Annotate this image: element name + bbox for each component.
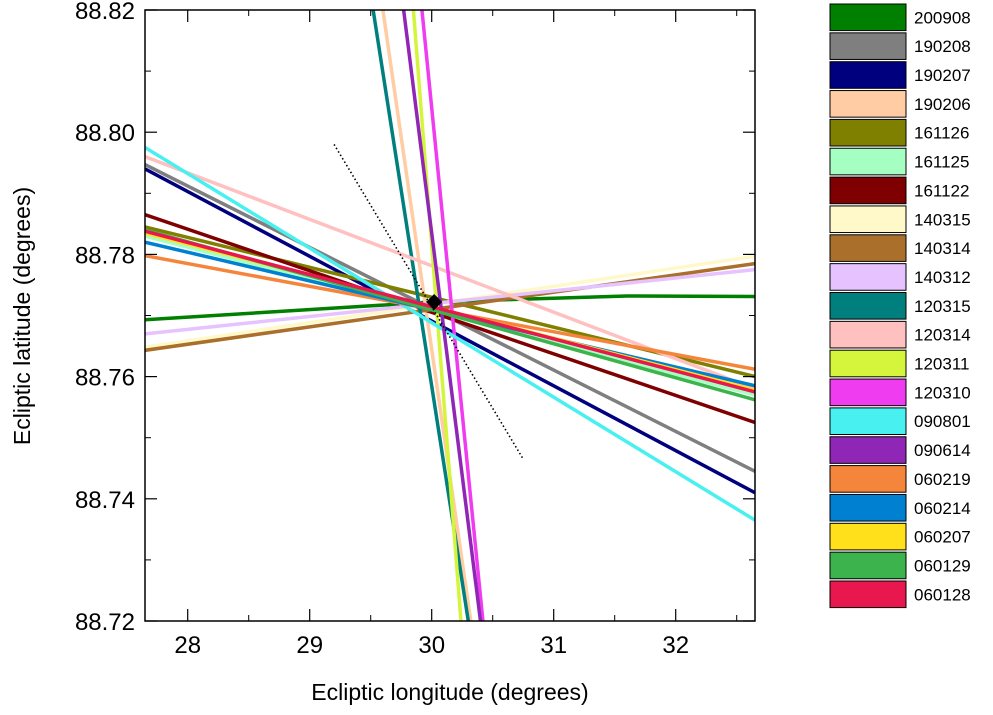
- legend-swatch-161126: [829, 118, 907, 147]
- legend-label-140315: 140315: [914, 210, 971, 229]
- legend-label-190207: 190207: [914, 66, 971, 85]
- legend-swatch-190207: [829, 61, 907, 89]
- legend-swatch-190206: [829, 90, 907, 118]
- legend-swatch-060219: [829, 465, 907, 493]
- legend-swatch-060214: [829, 493, 907, 522]
- legend-label-090614: 090614: [914, 441, 971, 460]
- legend-swatch-090614: [829, 436, 907, 464]
- series-line-060128: [145, 229, 755, 394]
- legend-swatch-140315: [829, 205, 907, 234]
- legend-label-161125: 161125: [914, 153, 969, 172]
- legend-label-090801: 090801: [914, 412, 971, 431]
- x-axis-title: Ecliptic longitude (degrees): [311, 679, 588, 705]
- y-tick-label: 88.80: [75, 120, 135, 147]
- legend-label-120314: 120314: [914, 326, 971, 345]
- diamond-marker: [426, 294, 443, 311]
- legend-label-161126: 161126: [914, 124, 969, 143]
- x-tick-label: 32: [662, 632, 689, 659]
- legend-swatch-120314: [829, 320, 907, 349]
- legend-swatch-140314: [829, 234, 907, 262]
- legend-swatch-060128: [829, 580, 907, 609]
- x-tick-label: 29: [296, 632, 323, 659]
- legend-label-200908: 200908: [914, 8, 971, 27]
- x-tick-label: 31: [540, 632, 567, 659]
- legend-label-190208: 190208: [914, 37, 971, 56]
- legend-label-060214: 060214: [914, 499, 971, 518]
- legend-swatch-140312: [829, 263, 907, 291]
- series-line-090801: [145, 145, 755, 522]
- legend-swatch-190208: [829, 32, 907, 60]
- legend-label-140314: 140314: [914, 239, 971, 258]
- legend-label-140312: 140312: [914, 268, 971, 287]
- series-line-200908: [145, 294, 755, 322]
- legend-swatch-060207: [829, 522, 907, 551]
- legend-swatch-090801: [829, 407, 907, 435]
- legend-label-161122: 161122: [914, 181, 969, 200]
- y-axis-title: Ecliptic latitude (degrees): [9, 187, 35, 445]
- legend-swatch-060129: [829, 551, 907, 580]
- y-tick-label: 88.72: [75, 609, 135, 636]
- legend-label-060219: 060219: [914, 470, 971, 489]
- legend-swatch-161122: [829, 176, 907, 205]
- legend-label-120310: 120310: [914, 383, 971, 402]
- series-line-190207: [145, 167, 755, 495]
- legend-swatch-200908: [829, 3, 907, 32]
- series-line-161122: [145, 213, 755, 425]
- legend-swatch-120310: [829, 378, 907, 407]
- series-line-190206: [381, 10, 473, 621]
- legend-label-190206: 190206: [914, 95, 971, 114]
- series-layer: [145, 10, 755, 621]
- legend-label-060128: 060128: [914, 585, 971, 604]
- series-line-090614: [401, 10, 483, 621]
- y-tick-label: 88.74: [75, 487, 135, 514]
- series-line-120311: [411, 10, 463, 621]
- legend: 200908 190208 190207 190206 161126 161125 1611…: [829, 3, 971, 609]
- y-tick-label: 88.78: [75, 242, 135, 269]
- y-tick-label: 88.76: [75, 365, 135, 392]
- legend-swatch-161125: [829, 147, 907, 176]
- legend-label-060129: 060129: [914, 556, 971, 575]
- legend-swatch-120311: [829, 349, 907, 378]
- legend-label-120315: 120315: [914, 297, 971, 316]
- y-tick-label: 88.82: [75, 0, 135, 25]
- x-tick-label: 28: [174, 632, 201, 659]
- legend-swatch-120315: [829, 292, 907, 320]
- dotted-guide-line: [333, 144, 524, 460]
- x-tick-label: 30: [418, 632, 445, 659]
- legend-label-120311: 120311: [914, 355, 969, 374]
- tick-layer: 28 29 30 31 32 88.72 88.74 88.76 88.78 88.80 88.82: [75, 0, 755, 659]
- annotation-layer: [333, 144, 524, 460]
- legend-label-060207: 060207: [914, 528, 971, 547]
